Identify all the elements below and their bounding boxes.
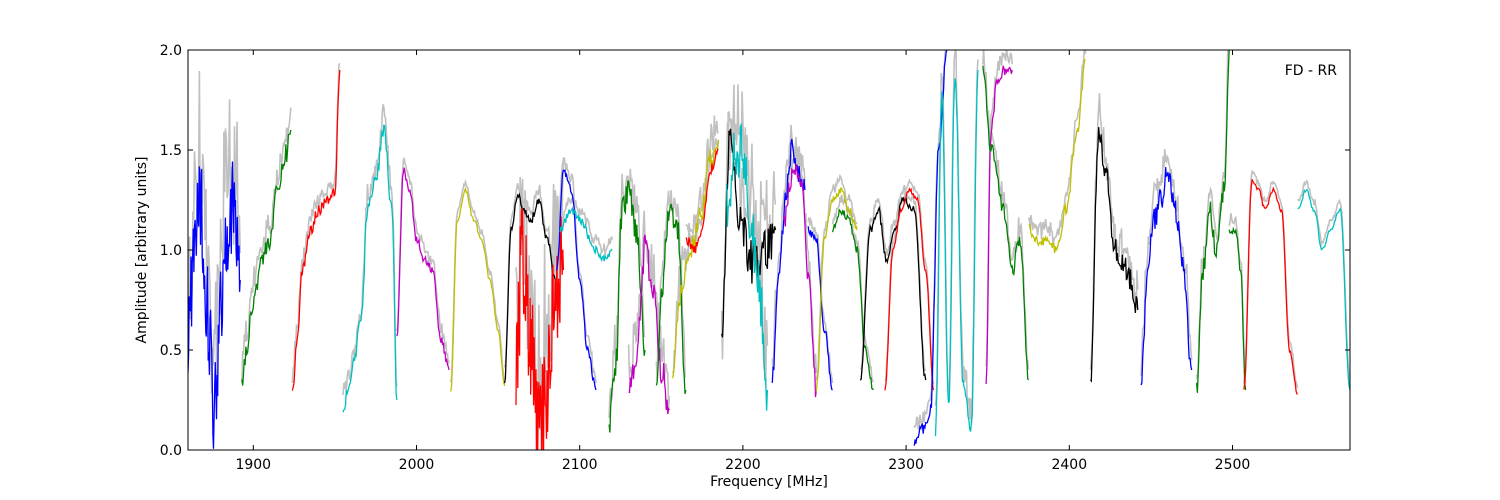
x-tick-label: 2500 xyxy=(1215,457,1251,473)
reference-trace-33 xyxy=(1243,169,1299,388)
reference-trace-10 xyxy=(608,168,646,419)
reference-trace-21 xyxy=(831,194,875,383)
reference-trace-4 xyxy=(396,156,450,365)
series-segment-8 xyxy=(556,169,597,391)
reference-trace-29 xyxy=(1089,93,1139,370)
series-segment-20 xyxy=(815,187,858,392)
series-segment-25 xyxy=(934,69,979,437)
x-tick-label: 2100 xyxy=(562,457,598,473)
series-segment-19 xyxy=(807,226,833,391)
plot-area xyxy=(188,50,1350,450)
reference-trace-1 xyxy=(241,107,292,384)
reference-trace-23 xyxy=(884,178,935,384)
chart-annotation: FD - RR xyxy=(1285,63,1338,79)
y-axis-label: Amplitude [arbitrary units] xyxy=(134,157,150,344)
series-segment-0 xyxy=(188,161,241,449)
series-segment-16 xyxy=(725,123,769,411)
series-segment-21 xyxy=(831,208,874,391)
reference-trace-8 xyxy=(556,157,597,384)
reference-trace-22 xyxy=(860,184,926,371)
reference-trace-31 xyxy=(1195,50,1229,380)
y-tick-label: 1.5 xyxy=(160,143,182,159)
series-segment-32 xyxy=(1228,226,1247,391)
series-segment-17 xyxy=(771,138,806,383)
series-segment-6 xyxy=(503,192,556,384)
series-segment-10 xyxy=(608,180,646,433)
y-tick-label: 1.0 xyxy=(160,243,182,259)
reference-trace-28 xyxy=(1027,50,1087,244)
x-tick-label: 2000 xyxy=(399,457,435,473)
series-segment-12 xyxy=(655,203,687,395)
series-segment-34 xyxy=(1297,188,1350,391)
series-segment-27 xyxy=(982,65,1030,381)
x-tick-label: 2200 xyxy=(725,457,761,473)
series-segment-29 xyxy=(1089,127,1139,383)
series-segment-22 xyxy=(859,195,927,381)
reference-trace-2 xyxy=(291,62,341,384)
series-segment-4 xyxy=(396,167,450,371)
reference-trace-20 xyxy=(815,173,858,381)
reference-trace-5 xyxy=(450,178,506,383)
series-segment-15 xyxy=(721,128,777,338)
reference-trace-11 xyxy=(627,210,671,409)
reference-trace-16 xyxy=(725,84,769,387)
x-tick-label: 2400 xyxy=(1051,457,1087,473)
reference-trace-9 xyxy=(559,197,614,256)
series-segment-18 xyxy=(783,163,817,398)
reference-trace-26 xyxy=(985,50,1013,367)
reference-trace-6 xyxy=(503,183,556,368)
reference-trace-30 xyxy=(1140,148,1193,377)
reference-trace-7 xyxy=(515,157,565,434)
series-segment-14 xyxy=(685,148,719,254)
series-segment-24 xyxy=(913,50,948,446)
series-segment-33 xyxy=(1243,179,1298,395)
axis-ticks: 1900 2000 2100 2200 2300 2400 2500 0.0 0.5 1.0 1.5… xyxy=(160,43,1350,473)
series-segment-3 xyxy=(342,124,398,413)
series-segment-26 xyxy=(985,65,1013,385)
series-segment-5 xyxy=(450,186,506,392)
y-tick-label: 0.0 xyxy=(160,443,182,459)
reference-trace-3 xyxy=(342,104,398,396)
series-segment-23 xyxy=(884,187,935,391)
series-segment-13 xyxy=(672,139,720,379)
series-segment-9 xyxy=(559,206,613,262)
series-segment-2 xyxy=(291,69,341,391)
series-segment-28 xyxy=(1028,58,1086,253)
x-axis-label: Frequency [MHz] xyxy=(710,474,828,490)
series-segment-1 xyxy=(241,129,292,386)
reference-trace-34 xyxy=(1297,179,1350,381)
series-segment-30 xyxy=(1140,167,1193,386)
series-segment-11 xyxy=(628,234,670,415)
series-segment-31 xyxy=(1195,50,1230,393)
x-tick-label: 1900 xyxy=(235,457,271,473)
y-tick-label: 2.0 xyxy=(160,43,182,59)
y-tick-label: 0.5 xyxy=(160,343,182,359)
x-tick-label: 2300 xyxy=(888,457,924,473)
series-segment-7 xyxy=(515,208,565,450)
